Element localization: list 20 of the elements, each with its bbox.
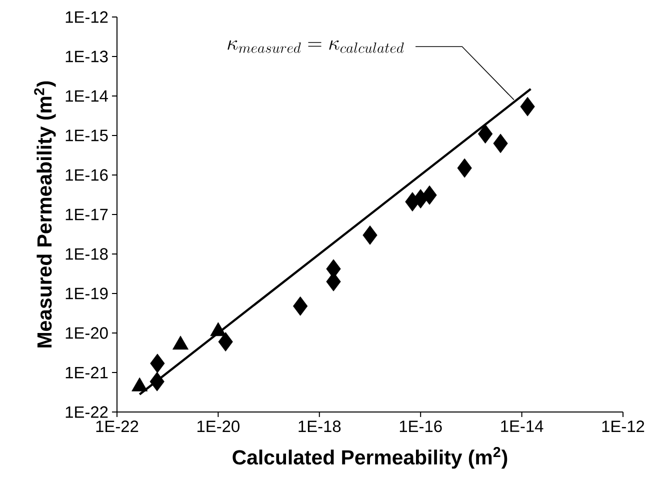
- annotation: $\kappa_{measured} = \kappa_{calculated}$: [228, 40, 404, 53]
- y-tick-label: 1E-18: [66, 248, 108, 260]
- y-tick-label: 1E-19: [66, 288, 108, 300]
- x-tick-label: 1E-22: [96, 420, 138, 432]
- x-tick-label: 1E-20: [198, 420, 240, 432]
- x-axis-title: Calculated Permeability (m$^{2}$): [232, 447, 508, 469]
- y-tick-label: 1E-14: [66, 90, 108, 102]
- y-tick-label: 1E-12: [66, 11, 108, 23]
- y-tick-label: 1E-21: [66, 366, 108, 378]
- x-tick-label: 1E-14: [501, 420, 544, 432]
- y-tick-label: 1E-13: [66, 50, 108, 62]
- y-tick-label: 1E-17: [66, 208, 108, 220]
- x-tick-label: 1E-16: [400, 420, 442, 432]
- y-tick-label: 1E-20: [66, 327, 108, 339]
- x-tick-label: 1E-18: [298, 420, 341, 432]
- x-tick-label: 1E-12: [602, 420, 644, 432]
- y-tick-label: 1E-22: [66, 406, 108, 418]
- y-axis-title: Measured Permeability (m$^{2}$): [34, 81, 56, 348]
- y-tick-label: 1E-16: [66, 169, 108, 181]
- y-tick-label: 1E-15: [66, 130, 108, 142]
